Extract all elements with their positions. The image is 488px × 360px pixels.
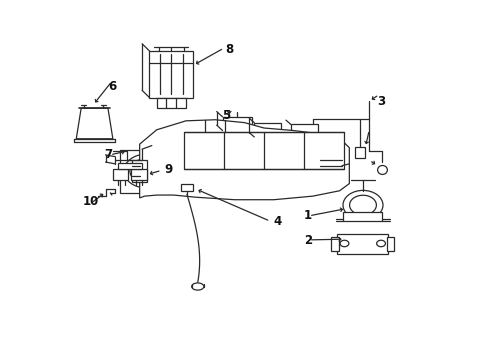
Text: 4: 4 [273,215,282,228]
Text: 1: 1 [303,210,311,222]
Bar [120,149,173,193]
Ellipse shape [144,169,149,173]
Bar [386,237,393,251]
Bar [268,137,276,143]
Polygon shape [140,120,348,200]
Ellipse shape [130,158,163,184]
Bar [254,123,281,137]
Bar [183,132,344,169]
Bar [258,137,265,143]
Bar [118,163,142,169]
Bar [343,212,382,221]
Bar [336,234,387,253]
Text: 2: 2 [303,234,311,247]
Bar [354,147,365,158]
Polygon shape [76,108,113,139]
Text: 5: 5 [221,109,229,122]
Text: 6: 6 [108,80,117,93]
Bar [157,98,185,108]
Text: 8: 8 [224,42,233,55]
Bar [131,169,147,180]
Text: 7: 7 [104,148,113,161]
Bar [226,131,235,137]
Bar [181,184,193,191]
Text: 10: 10 [82,195,99,208]
Bar [239,131,247,137]
Ellipse shape [123,154,170,188]
Ellipse shape [123,154,170,188]
Bar [222,117,251,131]
Ellipse shape [342,190,382,220]
Ellipse shape [377,166,386,175]
Bar [113,169,128,180]
Text: 3: 3 [376,95,385,108]
Bar [330,237,338,251]
Bar [149,51,193,98]
Bar [132,160,147,182]
Text: 9: 9 [163,163,172,176]
Ellipse shape [339,240,348,247]
Bar [290,125,317,139]
Bar [294,139,302,145]
Bar [305,139,312,145]
Ellipse shape [376,240,385,247]
Ellipse shape [191,283,203,290]
